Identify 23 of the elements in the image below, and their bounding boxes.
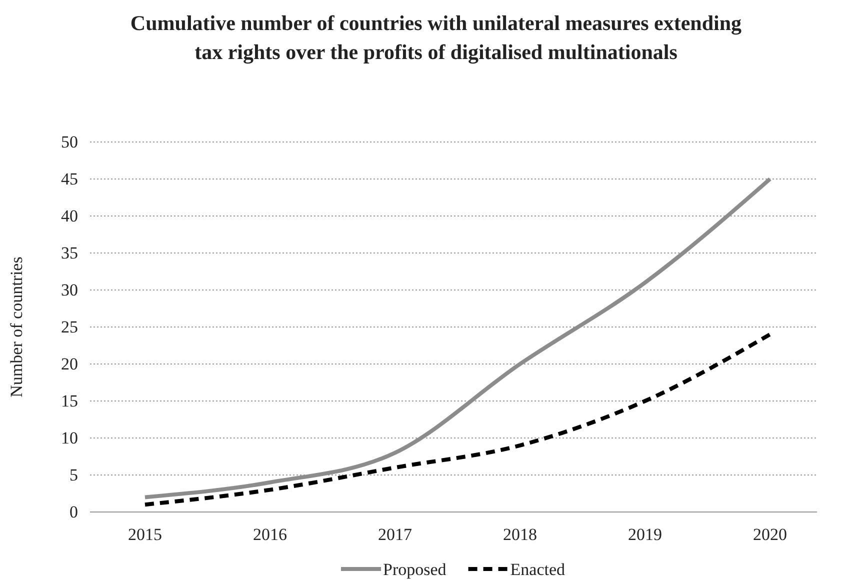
y-tick-label: 20 bbox=[61, 354, 78, 374]
y-axis-title: Number of countries bbox=[7, 256, 26, 398]
legend-label: Proposed bbox=[383, 560, 447, 579]
y-tick-label: 15 bbox=[61, 391, 78, 410]
x-tick-label: 2015 bbox=[128, 525, 162, 544]
x-tick-label: 2017 bbox=[378, 525, 412, 544]
x-tick-label: 2019 bbox=[628, 525, 662, 544]
y-tick-label: 10 bbox=[61, 428, 78, 448]
y-tick-label: 50 bbox=[61, 132, 78, 152]
y-tick-label: 0 bbox=[70, 502, 78, 522]
y-tick-label: 25 bbox=[61, 317, 78, 336]
y-tick-label: 45 bbox=[61, 169, 78, 188]
line-series bbox=[143, 177, 772, 500]
y-tick-label: 30 bbox=[61, 280, 78, 300]
x-tick-label: 2020 bbox=[753, 525, 787, 544]
legend-label: Enacted bbox=[510, 560, 566, 579]
y-tick-label: 35 bbox=[61, 243, 78, 262]
chart-title: Cumulative number of countries with unilateral measures extending tax rights over the profits of digitalised multinationals bbox=[130, 11, 742, 64]
y-tick-label: 40 bbox=[61, 206, 78, 226]
x-tick-label: 2016 bbox=[253, 525, 287, 544]
x-tick-label: 2018 bbox=[503, 525, 537, 544]
y-tick-label: 5 bbox=[70, 465, 78, 484]
line-series bbox=[143, 332, 772, 507]
